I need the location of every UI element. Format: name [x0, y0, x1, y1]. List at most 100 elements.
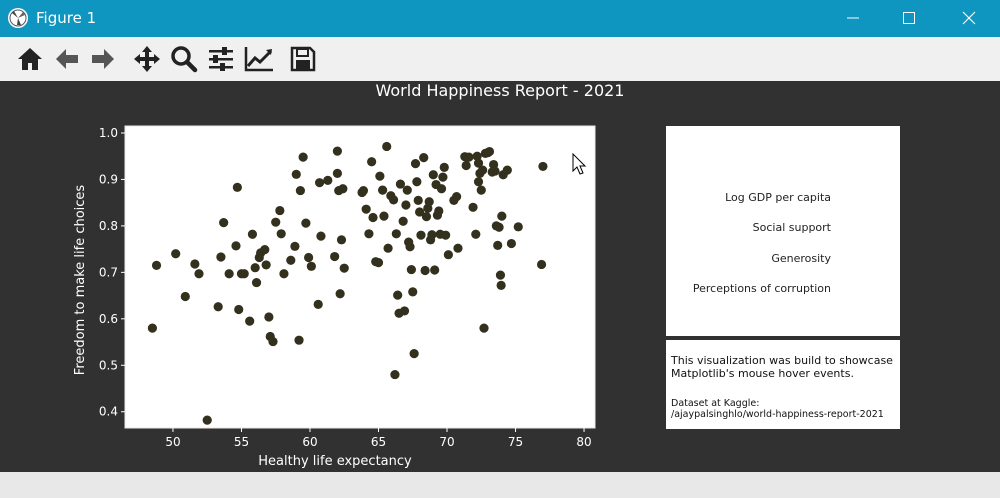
scatter-point	[314, 178, 325, 188]
scatter-point	[424, 197, 434, 207]
scatter-point	[250, 263, 260, 273]
back-button[interactable]	[51, 43, 83, 75]
scatter-point	[190, 259, 200, 269]
edit-axis-button[interactable]	[242, 43, 274, 75]
scatter-point	[276, 229, 286, 239]
scatter-point	[473, 158, 484, 168]
feature-item-corruption[interactable]: Perceptions of corruption	[692, 282, 831, 295]
scatter-point	[313, 299, 323, 310]
scatter-point	[402, 185, 412, 195]
scatter-point	[391, 229, 401, 239]
scatter-point	[268, 336, 278, 347]
scatter-point	[421, 212, 432, 222]
scatter-point	[506, 238, 517, 249]
forward-arrow-icon	[92, 49, 114, 69]
scatter-point	[224, 269, 234, 279]
scatter-point	[496, 280, 506, 290]
info-line-1: This visualization was build to showcase	[671, 354, 893, 367]
scatter-point	[415, 207, 425, 217]
x-tick-label: 50	[165, 435, 180, 449]
x-tick-label: 60	[302, 435, 317, 449]
scatter-point	[472, 151, 482, 161]
scatter-point	[147, 323, 158, 333]
maximize-button[interactable]	[886, 0, 932, 37]
scatter-point	[443, 250, 453, 260]
scatter-point	[316, 231, 326, 241]
home-icon	[18, 48, 42, 70]
scatter-point	[416, 230, 426, 240]
scatter-point	[330, 251, 340, 262]
configure-subplots-button[interactable]	[205, 43, 237, 75]
window-titlebar: Figure 1	[0, 0, 1000, 37]
scatter-point	[399, 306, 410, 316]
scatter-point	[298, 152, 308, 162]
scatter-point	[538, 161, 548, 172]
scatter-point	[495, 270, 506, 280]
scatter-point	[409, 349, 419, 359]
home-button[interactable]	[14, 43, 46, 75]
save-button[interactable]	[287, 43, 319, 75]
scatter-point	[378, 185, 388, 195]
scatter-point	[494, 222, 504, 232]
scatter-point	[471, 229, 481, 239]
scatter-point	[332, 146, 342, 156]
scatter-point	[473, 177, 484, 187]
zoom-button[interactable]	[168, 43, 200, 75]
scatter-point	[339, 263, 349, 273]
feature-item-social[interactable]: Social support	[752, 221, 831, 234]
scatter-point	[390, 369, 400, 380]
scatter-plot[interactable]: 50 55 60 65 70 75 80 0.4 0.5 0.6 0.7 0.8 0.9 1.0 Healt…	[0, 81, 1000, 472]
y-tick-label: 0.8	[99, 219, 118, 233]
feature-item-generosity[interactable]: Generosity	[771, 252, 831, 265]
scatter-point	[373, 257, 384, 268]
y-tick-label: 0.7	[99, 265, 118, 279]
scatter-point	[464, 152, 474, 162]
scatter-point	[375, 171, 385, 181]
scatter-point	[410, 159, 421, 169]
scatter-point	[479, 323, 489, 333]
scatter-point	[171, 249, 181, 259]
scatter-point	[401, 200, 411, 210]
scatter-point	[536, 259, 547, 270]
feature-selector-panel: Log GDP per capita Social support Genero…	[666, 126, 900, 336]
pan-button[interactable]	[131, 43, 163, 75]
y-tick-label: 0.4	[99, 405, 118, 419]
scatter-point	[419, 152, 429, 163]
scatter-point	[290, 241, 300, 251]
scatter-point	[364, 229, 374, 239]
scatter-point	[405, 242, 415, 252]
scatter-point	[428, 170, 438, 180]
plot-area	[124, 125, 596, 429]
scatter-point	[468, 202, 478, 212]
close-button[interactable]	[946, 0, 992, 37]
back-arrow-icon	[56, 49, 78, 69]
scatter-point	[279, 269, 289, 279]
scatter-point	[295, 185, 305, 196]
minimize-button[interactable]	[830, 0, 876, 37]
info-line-2: Matplotlib's mouse hover events.	[671, 367, 854, 380]
scatter-point	[420, 265, 430, 276]
minimize-icon	[847, 17, 859, 19]
scatter-point	[382, 141, 392, 152]
mouse-pointer-icon	[572, 153, 587, 175]
scatter-point	[245, 316, 255, 326]
scatter-point	[180, 291, 190, 302]
scatter-point	[194, 269, 204, 279]
maximize-icon	[903, 12, 915, 24]
scatter-point	[497, 211, 507, 221]
scatter-point	[398, 216, 408, 226]
scatter-point	[271, 217, 281, 227]
scatter-point	[336, 235, 347, 245]
feature-item-gdp[interactable]: Log GDP per capita	[725, 191, 831, 204]
scatter-point	[202, 415, 212, 425]
zoom-icon	[171, 46, 198, 73]
scatter-point	[493, 240, 503, 251]
scatter-point	[335, 289, 345, 299]
scatter-point	[294, 335, 304, 345]
figure-canvas[interactable]: World Happiness Report - 2021 50 55 60 65 70…	[0, 81, 1000, 472]
forward-button[interactable]	[87, 43, 119, 75]
scatter-point	[502, 165, 512, 175]
x-tick-label: 65	[371, 435, 386, 449]
scatter-point	[368, 212, 378, 223]
scatter-point	[234, 304, 244, 315]
